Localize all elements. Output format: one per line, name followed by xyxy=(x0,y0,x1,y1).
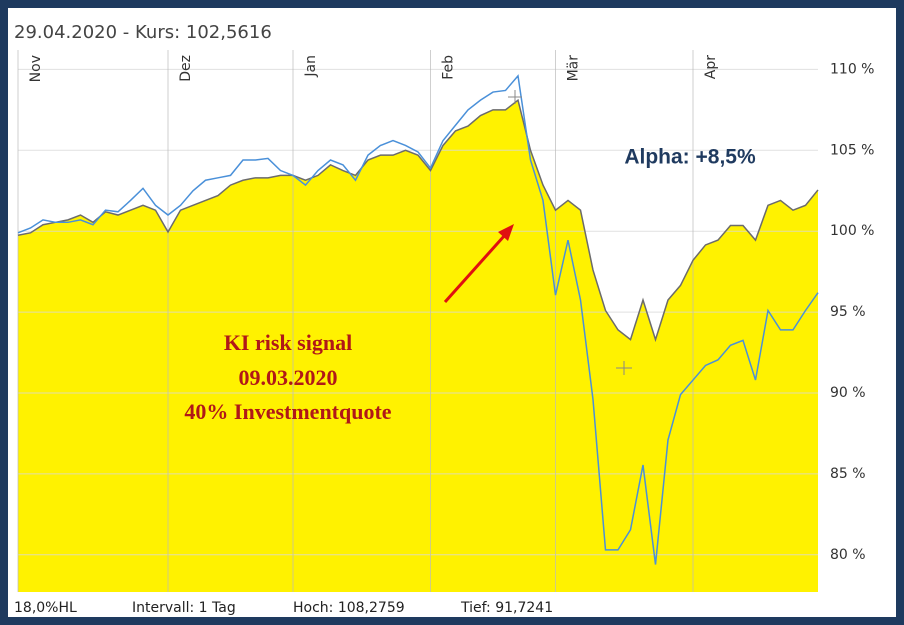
footer: 18,0%HL Intervall: 1 Tag Hoch: 108,2759 … xyxy=(14,600,553,616)
arrow-head xyxy=(498,224,514,241)
y-tick-label: 100 % xyxy=(830,223,874,239)
series-line xyxy=(17,74,819,565)
chart-title: 29.04.2020 - Kurs: 102,5616 xyxy=(14,22,272,43)
signal-line: 09.03.2020 xyxy=(239,365,338,390)
x-tick-label: Apr xyxy=(703,55,719,79)
area xyxy=(18,100,818,593)
y-tick-label: 90 % xyxy=(830,385,866,401)
y-tick-label: 110 % xyxy=(830,61,874,77)
y-tick-label: 105 % xyxy=(830,142,874,158)
high-marker xyxy=(508,90,522,104)
footer-item: Intervall: 1 Tag xyxy=(132,600,236,616)
y-tick-label: 80 % xyxy=(830,547,866,563)
signal-line: 40% Investmentquote xyxy=(184,399,391,424)
x-tick-label: Jan xyxy=(303,55,319,78)
y-tick-label: 85 % xyxy=(830,466,866,482)
low-marker xyxy=(616,361,632,375)
signal-line: KI risk signal xyxy=(224,330,352,355)
x-tick-label: Dez xyxy=(178,55,194,82)
signal-annotation: KI risk signal 09.03.2020 40% Investment… xyxy=(184,330,391,424)
alpha-annotation: Alpha: +8,5% xyxy=(624,146,756,169)
x-tick-label: Nov xyxy=(28,55,44,82)
footer-item: Hoch: 108,2759 xyxy=(293,600,405,616)
arrow-shaft xyxy=(443,233,507,304)
x-tick-label: Feb xyxy=(441,55,457,80)
footer-item: Tief: 91,7241 xyxy=(460,600,553,616)
decorations xyxy=(443,90,632,375)
footer-item: 18,0%HL xyxy=(14,600,77,616)
y-tick-label: 95 % xyxy=(830,304,866,320)
series-line xyxy=(17,98,819,343)
plot: 80 % 85 % 90 % 95 % 100 % 105 % 110 % Nov Dez Jan… xyxy=(17,50,874,593)
x-tick-label: Mär xyxy=(566,55,582,82)
